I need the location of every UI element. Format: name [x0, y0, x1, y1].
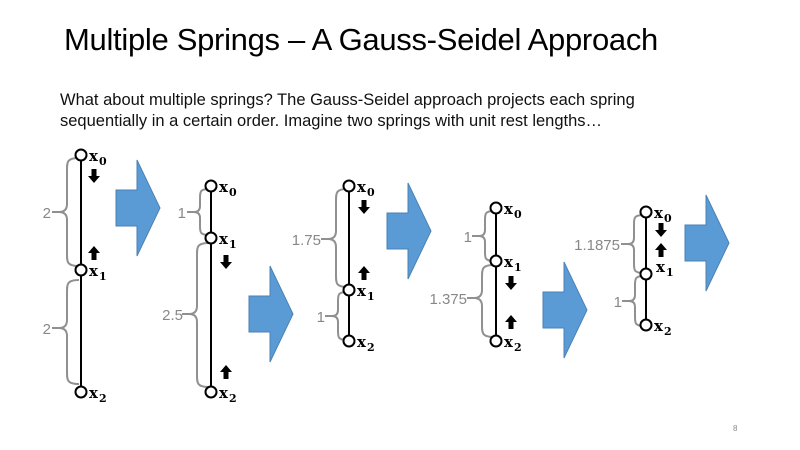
vertex-x0: [342, 179, 356, 193]
vertex-label-x2: x2: [357, 333, 375, 354]
process-arrow-3: [386, 182, 432, 280]
length-label-spring-2: 2: [43, 321, 51, 338]
vertex-x2: [489, 334, 503, 348]
vertex-x2: [639, 318, 653, 332]
vertex-x0: [489, 201, 503, 215]
process-arrow-5: [684, 194, 730, 292]
vertex-subscript: 1: [367, 290, 375, 303]
arrow-down-icon: [220, 255, 232, 269]
vertex-label-x1: x1: [89, 262, 107, 283]
vertex-subscript: 0: [367, 186, 375, 199]
process-arrow-4: [542, 261, 588, 359]
process-arrow-2: [248, 265, 294, 363]
arrow-down-icon: [655, 223, 667, 237]
vertex-label-x2: x2: [504, 333, 522, 354]
vertex-label-x0: x0: [654, 204, 672, 225]
vertex-subscript: 0: [664, 212, 672, 225]
arrow-up-icon: [88, 246, 100, 260]
vertex-label-x0: x0: [89, 147, 107, 168]
length-label-spring-1: 1: [178, 205, 186, 222]
vertex-x1: [74, 263, 88, 277]
vertex-subscript: 2: [514, 341, 522, 354]
length-label-spring-1: 1: [464, 229, 472, 246]
arrow-up-icon: [505, 315, 517, 329]
vertex-x0: [74, 148, 88, 162]
vertex-x1: [204, 231, 218, 245]
vertex-label-x1: x1: [219, 230, 237, 251]
vertex-x1: [489, 254, 503, 268]
length-label-spring-2: 1.375: [429, 291, 467, 308]
bracket-spring-2: [473, 264, 495, 338]
arrow-down-icon: [358, 200, 370, 214]
vertex-x1: [639, 267, 653, 281]
vertex-subscript: 2: [99, 392, 107, 405]
length-label-spring-2: 1: [317, 309, 325, 326]
vertex-label-x2: x2: [654, 317, 672, 338]
slide-title: Multiple Springs – A Gauss-Seidel Approa…: [64, 22, 658, 57]
vertex-label-x0: x0: [504, 200, 522, 221]
bracket-spring-1: [478, 210, 495, 262]
vertex-x2: [74, 385, 88, 399]
vertex-subscript: 1: [229, 238, 237, 251]
arrow-up-icon: [655, 243, 667, 257]
stage-2: 1 2.5 x0 x1 x2: [162, 178, 237, 405]
bracket-spring-2: [58, 279, 80, 385]
vertex-subscript: 2: [229, 392, 237, 405]
vertex-label-x0: x0: [219, 178, 237, 199]
vertex-subscript: 1: [666, 266, 674, 279]
vertex-label-x1: x1: [656, 258, 674, 279]
body-line-1: What about multiple springs? The Gauss-S…: [60, 91, 635, 109]
vertex-subscript: 0: [514, 208, 522, 221]
vertex-x0: [639, 205, 653, 219]
bracket-spring-2: [331, 291, 348, 341]
vertex-x1: [342, 283, 356, 297]
length-label-spring-2: 1: [614, 294, 622, 311]
vertex-subscript: 0: [99, 155, 107, 168]
bracket-spring-1: [627, 214, 645, 274]
bracket-spring-1: [193, 188, 210, 236]
vertex-subscript: 0: [229, 186, 237, 199]
arrow-down-icon: [88, 169, 100, 183]
vertex-subscript: 2: [367, 341, 375, 354]
vertex-subscript: 1: [99, 270, 107, 283]
body-line-2: sequentially in a certain order. Imagine…: [60, 112, 603, 130]
bracket-spring-1: [327, 188, 348, 288]
vertex-label-x2: x2: [89, 384, 107, 405]
length-label-spring-1: 2: [43, 205, 51, 222]
stage-3: 1.75 1 x0 x1 x2: [292, 178, 375, 354]
length-label-spring-2: 2.5: [162, 307, 183, 324]
process-arrows: [115, 159, 730, 363]
stage-5: 1.1875 1 x0 x1 x2: [574, 204, 674, 338]
stage-4: 1 1.375 x0 x1 x2: [429, 200, 522, 354]
vertex-label-x1: x1: [357, 282, 375, 303]
length-label-spring-1: 1.1875: [574, 237, 620, 254]
bracket-spring-2: [188, 242, 210, 388]
arrow-up-icon: [220, 365, 232, 379]
process-arrow-1: [115, 159, 161, 257]
arrow-down-icon: [505, 276, 517, 290]
length-label-spring-1: 1.75: [292, 232, 321, 249]
vertex-subscript: 1: [514, 261, 522, 274]
vertex-x2: [204, 385, 218, 399]
arrow-up-icon: [358, 266, 370, 280]
page-number: 8: [733, 424, 738, 433]
bracket-spring-1: [58, 157, 80, 267]
vertex-x2: [342, 334, 356, 348]
body-text: What about multiple springs? The Gauss-S…: [60, 90, 760, 132]
bracket-spring-2: [628, 275, 645, 327]
vertex-subscript: 2: [664, 325, 672, 338]
vertex-x0: [204, 179, 218, 193]
vertex-label-x0: x0: [357, 178, 375, 199]
vertex-label-x2: x2: [219, 384, 237, 405]
vertex-label-x1: x1: [504, 253, 522, 274]
stage-1: 2 2 x0 x1 x2: [43, 147, 107, 405]
